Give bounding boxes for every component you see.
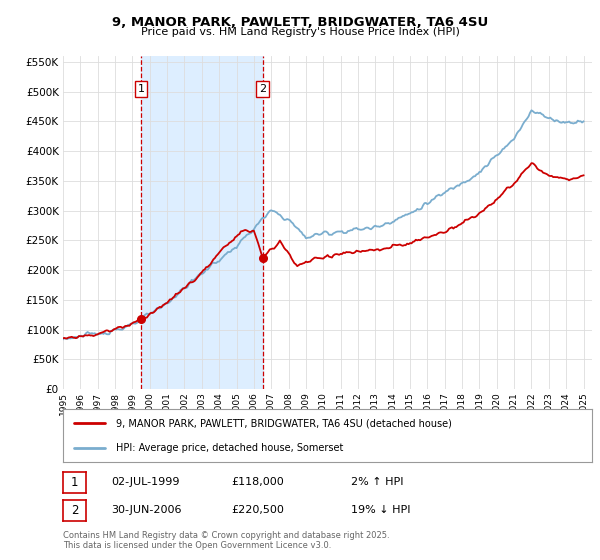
Text: 02-JUL-1999: 02-JUL-1999 bbox=[111, 477, 179, 487]
Text: 9, MANOR PARK, PAWLETT, BRIDGWATER, TA6 4SU (detached house): 9, MANOR PARK, PAWLETT, BRIDGWATER, TA6 … bbox=[116, 418, 452, 428]
Text: Contains HM Land Registry data © Crown copyright and database right 2025.
This d: Contains HM Land Registry data © Crown c… bbox=[63, 531, 389, 550]
Text: £220,500: £220,500 bbox=[231, 505, 284, 515]
Bar bbox=[141, 56, 263, 389]
Text: HPI: Average price, detached house, Somerset: HPI: Average price, detached house, Some… bbox=[116, 442, 343, 452]
Text: 1: 1 bbox=[137, 84, 145, 94]
Text: 9, MANOR PARK, PAWLETT, BRIDGWATER, TA6 4SU: 9, MANOR PARK, PAWLETT, BRIDGWATER, TA6 … bbox=[112, 16, 488, 29]
Text: £118,000: £118,000 bbox=[231, 477, 284, 487]
Text: 2% ↑ HPI: 2% ↑ HPI bbox=[351, 477, 404, 487]
Text: 1: 1 bbox=[71, 475, 78, 489]
Text: Price paid vs. HM Land Registry's House Price Index (HPI): Price paid vs. HM Land Registry's House … bbox=[140, 27, 460, 37]
Text: 2: 2 bbox=[259, 84, 266, 94]
Text: 19% ↓ HPI: 19% ↓ HPI bbox=[351, 505, 410, 515]
Text: 30-JUN-2006: 30-JUN-2006 bbox=[111, 505, 182, 515]
Text: 2: 2 bbox=[71, 503, 78, 517]
